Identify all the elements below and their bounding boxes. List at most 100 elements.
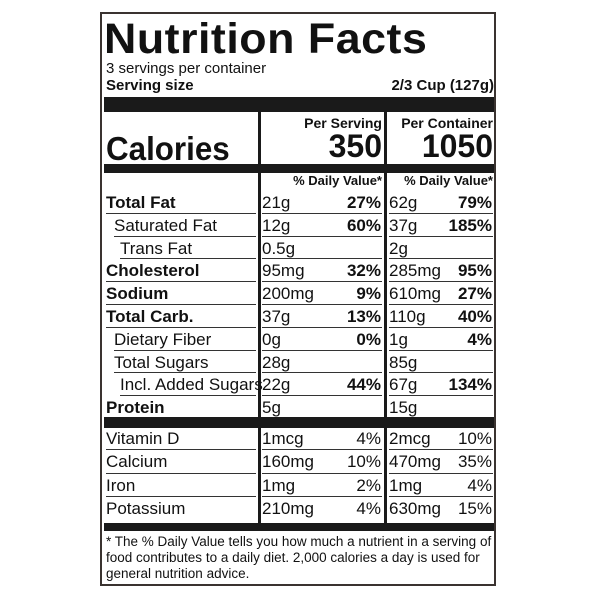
dv-header: % Daily Value*	[404, 173, 493, 188]
nutrient-name: Vitamin D	[106, 429, 180, 448]
daily-value: 13%	[346, 307, 381, 326]
row-rule	[106, 304, 256, 305]
amount: 15g	[389, 398, 418, 418]
amount: 1g	[389, 329, 408, 349]
nutrient-name: Dietary Fiber	[114, 329, 212, 349]
divider	[104, 417, 494, 428]
daily-value: 0%	[356, 329, 381, 349]
column-header: Per Container	[401, 115, 493, 131]
divider	[104, 97, 494, 112]
row-rule	[262, 372, 382, 374]
serving-size: 2/3 Cup (127g)	[391, 77, 494, 94]
row-rule	[262, 281, 382, 283]
row-rule	[389, 212, 493, 214]
row-rule	[262, 258, 382, 260]
daily-value: 10%	[346, 452, 381, 472]
dv-header: % Daily Value*	[293, 173, 382, 188]
row-rule	[262, 235, 382, 237]
amount: 85g	[389, 352, 418, 372]
row-rule	[106, 281, 256, 283]
amount: 62g	[389, 193, 418, 212]
amount: 200mg	[262, 284, 314, 304]
row-rule	[106, 212, 256, 214]
row-rule	[114, 349, 256, 351]
daily-value: 27%	[346, 193, 381, 212]
serving-size-label: Serving size	[106, 77, 194, 94]
calories-value: 1050	[421, 128, 493, 164]
daily-value: 79%	[457, 193, 492, 212]
column-header: Per Serving	[304, 115, 382, 131]
row-rule	[106, 495, 256, 497]
row-rule	[262, 395, 382, 397]
row-rule	[106, 449, 256, 451]
daily-value: 9%	[356, 284, 381, 304]
footnote: * The % Daily Value tells you how much a…	[106, 534, 492, 581]
nutrient-name: Saturated Fat	[114, 215, 218, 235]
row-rule	[114, 372, 256, 374]
amount: 1mg	[262, 475, 296, 495]
amount: 67g	[389, 375, 418, 395]
servings: 3 servings per container	[106, 60, 267, 77]
amount: 2mcg	[389, 429, 431, 448]
amount: 160mg	[262, 452, 314, 472]
amount: 37g	[389, 215, 418, 235]
nutrient-name: Incl. Added Sugars	[120, 375, 263, 395]
daily-value: 134%	[448, 375, 492, 395]
daily-value: 27%	[457, 284, 492, 304]
amount: 0g	[262, 329, 281, 349]
row-rule	[120, 395, 256, 397]
amount: 210mg	[262, 498, 314, 518]
calories-value: 350	[328, 128, 382, 164]
daily-value: 4%	[356, 498, 381, 518]
row-rule	[389, 326, 493, 328]
title: Nutrition Facts	[104, 15, 428, 63]
row-rule	[262, 212, 382, 214]
amount: 1mcg	[262, 429, 304, 448]
daily-value: 2%	[356, 475, 381, 495]
daily-value: 10%	[457, 429, 492, 448]
row-rule	[389, 395, 493, 397]
nutrient-name: Total Carb.	[106, 307, 194, 326]
nutrient-name: Iron	[106, 475, 136, 495]
row-rule	[106, 326, 256, 328]
amount: 1mg	[389, 475, 423, 495]
amount: 470mg	[389, 452, 441, 472]
nutrient-name: Trans Fat	[120, 238, 193, 258]
daily-value: 44%	[346, 375, 381, 395]
row-rule	[262, 495, 382, 497]
row-rule	[389, 495, 493, 497]
row-rule	[389, 304, 493, 305]
calories-label: Calories	[106, 130, 230, 167]
nutrient-name: Total Sugars	[114, 352, 209, 372]
amount: 2g	[389, 238, 408, 258]
nutrient-name: Cholesterol	[106, 261, 200, 281]
row-rule	[262, 349, 382, 351]
label-border	[100, 12, 496, 586]
row-rule	[262, 304, 382, 305]
daily-value: 4%	[356, 429, 381, 448]
divider	[104, 164, 494, 173]
row-rule	[106, 472, 256, 474]
daily-value: 40%	[457, 307, 492, 326]
row-rule	[389, 258, 493, 260]
amount: 28g	[262, 352, 291, 372]
column-rule	[258, 112, 261, 525]
nutrient-name: Total Fat	[106, 193, 176, 212]
amount: 110g	[389, 307, 426, 326]
amount: 12g	[262, 215, 291, 235]
daily-value: 185%	[448, 215, 492, 235]
amount: 630mg	[389, 498, 441, 518]
daily-value: 15%	[457, 498, 492, 518]
amount: 37g	[262, 307, 291, 326]
row-rule	[262, 326, 382, 328]
amount: 610mg	[389, 284, 441, 304]
nutrient-name: Protein	[106, 398, 165, 418]
nutrient-name: Calcium	[106, 452, 168, 472]
amount: 22g	[262, 375, 291, 395]
row-rule	[389, 349, 493, 351]
amount: 95mg	[262, 261, 305, 281]
row-rule	[120, 258, 256, 260]
row-rule	[389, 281, 493, 283]
daily-value: 4%	[467, 475, 492, 495]
